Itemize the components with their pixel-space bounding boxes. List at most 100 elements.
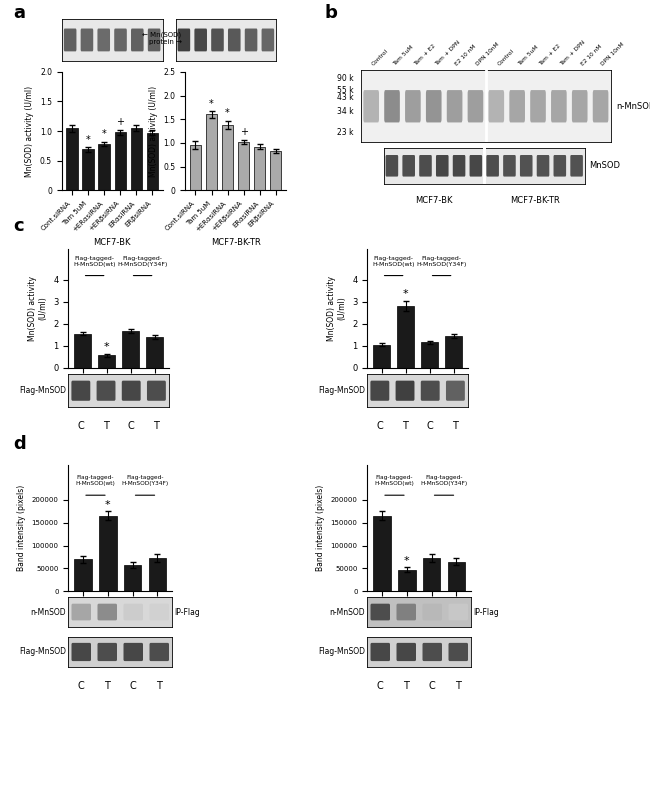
Bar — [131, 128, 142, 190]
Text: a: a — [13, 4, 25, 22]
X-axis label: MCF7-BK-TR: MCF7-BK-TR — [211, 238, 261, 247]
Bar — [238, 142, 250, 190]
Text: Control: Control — [497, 48, 515, 67]
Text: +: + — [240, 127, 248, 137]
Bar — [373, 344, 390, 368]
FancyBboxPatch shape — [489, 90, 504, 122]
Text: 23 k: 23 k — [337, 128, 353, 137]
FancyBboxPatch shape — [97, 380, 116, 401]
Text: Flag-tagged-
H-MnSOD(Y34F): Flag-tagged- H-MnSOD(Y34F) — [421, 475, 467, 486]
Bar — [122, 332, 139, 368]
FancyBboxPatch shape — [245, 29, 257, 51]
Bar — [190, 145, 201, 190]
FancyBboxPatch shape — [448, 643, 468, 661]
Bar — [445, 336, 462, 368]
Text: MCF7-BK: MCF7-BK — [415, 197, 452, 205]
FancyBboxPatch shape — [114, 29, 127, 51]
X-axis label: MCF7-BK: MCF7-BK — [100, 617, 140, 626]
Text: C: C — [377, 681, 384, 691]
FancyBboxPatch shape — [436, 155, 448, 177]
FancyBboxPatch shape — [551, 90, 567, 122]
Text: T: T — [104, 681, 110, 691]
Bar — [397, 306, 414, 368]
FancyBboxPatch shape — [370, 643, 390, 661]
FancyBboxPatch shape — [370, 380, 389, 401]
Text: n-MnSOD: n-MnSOD — [616, 101, 650, 111]
Text: c: c — [13, 217, 23, 236]
Text: T: T — [403, 681, 410, 691]
FancyBboxPatch shape — [396, 380, 415, 401]
Text: T: T — [402, 421, 408, 431]
FancyBboxPatch shape — [447, 90, 462, 122]
Bar — [98, 144, 110, 190]
Text: Tam + E2: Tam + E2 — [413, 43, 436, 67]
FancyBboxPatch shape — [211, 29, 224, 51]
Text: 55 k: 55 k — [337, 86, 353, 95]
FancyBboxPatch shape — [228, 29, 240, 51]
Bar — [421, 342, 438, 368]
Bar — [374, 516, 391, 591]
Text: d: d — [13, 435, 26, 454]
Text: Tam + E2: Tam + E2 — [538, 43, 562, 67]
X-axis label: MCF7-BK: MCF7-BK — [99, 393, 138, 402]
FancyBboxPatch shape — [422, 604, 442, 620]
FancyBboxPatch shape — [396, 604, 416, 620]
Text: Tam + DPN: Tam + DPN — [434, 40, 461, 67]
FancyBboxPatch shape — [467, 90, 483, 122]
Text: 43 k: 43 k — [337, 93, 353, 102]
Bar — [74, 334, 91, 368]
Text: Flag-MnSOD: Flag-MnSOD — [19, 647, 66, 657]
FancyBboxPatch shape — [72, 380, 90, 401]
Text: T: T — [452, 421, 458, 431]
Bar — [206, 114, 217, 190]
FancyBboxPatch shape — [572, 90, 588, 122]
Text: C: C — [77, 421, 84, 431]
Bar — [75, 559, 92, 591]
Bar — [448, 562, 465, 591]
Y-axis label: Band intensity (pixels): Band intensity (pixels) — [316, 485, 325, 571]
FancyBboxPatch shape — [448, 604, 468, 620]
Text: +: + — [116, 117, 124, 128]
FancyBboxPatch shape — [81, 29, 93, 51]
Text: IP-Flag: IP-Flag — [174, 607, 200, 617]
Text: T: T — [156, 681, 162, 691]
FancyBboxPatch shape — [419, 155, 432, 177]
Bar — [147, 133, 158, 190]
Text: T: T — [455, 681, 461, 691]
FancyBboxPatch shape — [150, 643, 169, 661]
Text: T: T — [153, 421, 159, 431]
Bar — [66, 128, 77, 190]
Text: E2 10 nM: E2 10 nM — [580, 44, 603, 67]
Bar — [98, 356, 115, 368]
Bar — [423, 559, 440, 591]
FancyBboxPatch shape — [261, 29, 274, 51]
Text: MnSOD: MnSOD — [589, 161, 620, 170]
Bar — [83, 149, 94, 190]
FancyBboxPatch shape — [363, 90, 379, 122]
FancyBboxPatch shape — [446, 380, 465, 401]
Text: C: C — [130, 681, 136, 691]
Text: *: * — [404, 556, 410, 566]
Bar — [99, 516, 116, 591]
Text: *: * — [209, 99, 214, 109]
Text: *: * — [104, 341, 109, 352]
Text: DPN 10nM: DPN 10nM — [475, 42, 500, 67]
FancyBboxPatch shape — [148, 29, 161, 51]
Text: Flag-tagged-
H-MnSOD(Y34F): Flag-tagged- H-MnSOD(Y34F) — [122, 475, 168, 486]
FancyBboxPatch shape — [194, 29, 207, 51]
Text: C: C — [376, 421, 384, 431]
FancyBboxPatch shape — [64, 29, 77, 51]
FancyBboxPatch shape — [503, 155, 515, 177]
Text: 90 k: 90 k — [337, 74, 353, 83]
Text: n-MnSOD: n-MnSOD — [330, 607, 365, 617]
Text: DPN 10nM: DPN 10nM — [601, 42, 626, 67]
Text: Flag-MnSOD: Flag-MnSOD — [318, 647, 365, 657]
Y-axis label: Mn(SOD) activity
(U/ml): Mn(SOD) activity (U/ml) — [28, 276, 47, 341]
FancyBboxPatch shape — [370, 604, 390, 620]
FancyBboxPatch shape — [537, 155, 549, 177]
Text: Tam 5uM: Tam 5uM — [517, 45, 539, 67]
Text: *: * — [225, 109, 230, 118]
X-axis label: MCF7-BK-TR: MCF7-BK-TR — [393, 617, 446, 626]
FancyBboxPatch shape — [98, 29, 110, 51]
Text: C: C — [78, 681, 84, 691]
